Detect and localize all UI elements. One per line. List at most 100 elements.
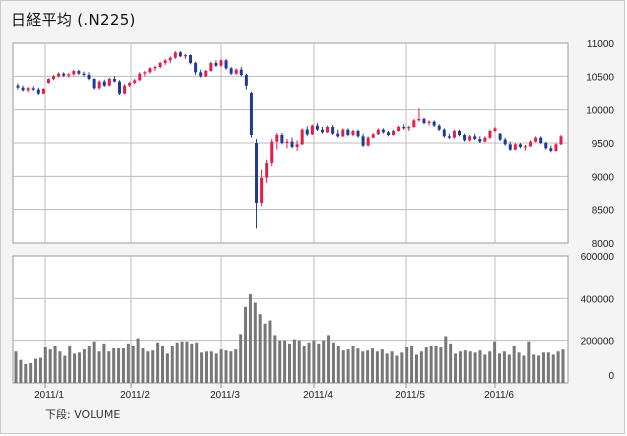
- candle: [275, 133, 279, 150]
- candle: [478, 136, 482, 143]
- candle-body: [128, 83, 132, 86]
- volume-bar: [434, 345, 438, 383]
- candle: [397, 125, 401, 132]
- volume-bar: [102, 343, 106, 383]
- volume-bar: [112, 348, 116, 383]
- candle: [87, 72, 91, 81]
- candle: [326, 125, 330, 133]
- candle-body: [529, 141, 533, 147]
- volume-bar: [410, 345, 414, 383]
- volume-bar: [419, 351, 423, 383]
- candle-body: [523, 146, 527, 148]
- price-y-tick-label: 10500: [586, 72, 614, 83]
- volume-bar: [180, 341, 184, 383]
- x-tick-label: 2011/2: [120, 390, 150, 401]
- volume-bar: [136, 338, 140, 383]
- candle: [178, 51, 182, 57]
- volume-bar: [273, 335, 277, 383]
- price-y-tick-label: 10000: [586, 106, 614, 117]
- candle-body: [280, 135, 284, 143]
- candle-body: [442, 129, 446, 137]
- volume-bar: [444, 336, 448, 383]
- candle-body: [72, 71, 76, 75]
- candle: [229, 67, 233, 75]
- candle-body: [300, 129, 304, 145]
- candle-body: [498, 133, 502, 140]
- candle: [194, 61, 198, 75]
- volume-bar: [146, 351, 150, 383]
- candle-body: [315, 125, 319, 130]
- candle-body: [310, 125, 314, 135]
- candle: [392, 129, 396, 136]
- candle: [62, 72, 66, 77]
- candle-body: [219, 60, 223, 66]
- volume-bar: [424, 347, 428, 383]
- volume-bar: [224, 350, 228, 383]
- candle-body: [173, 52, 177, 58]
- candle: [513, 143, 517, 151]
- candle: [82, 71, 86, 77]
- candle-body: [356, 131, 360, 137]
- candle-body: [437, 125, 441, 130]
- candle: [36, 87, 40, 95]
- volume-bar: [48, 349, 52, 383]
- candle: [320, 127, 324, 134]
- volume-bar: [537, 355, 541, 383]
- candle: [123, 84, 127, 95]
- candle: [295, 140, 299, 151]
- candle: [447, 133, 451, 139]
- candle-body: [26, 88, 30, 91]
- volume-bar: [239, 334, 243, 383]
- volume-bar: [380, 349, 384, 383]
- volume-bar: [234, 349, 238, 383]
- candle-body: [148, 68, 152, 73]
- chart-title: 日経平均 (.N225): [11, 11, 136, 29]
- volume-bar: [458, 351, 462, 383]
- candle-body: [326, 127, 330, 133]
- volume-bar: [58, 351, 62, 383]
- volume-bar: [449, 343, 453, 383]
- volume-bar: [258, 314, 262, 383]
- candle: [107, 77, 111, 87]
- candle: [437, 124, 441, 131]
- candle-body: [102, 81, 106, 86]
- candle: [300, 128, 304, 145]
- volume-bar: [390, 351, 394, 383]
- candle-body: [488, 131, 492, 138]
- volume-bar: [292, 339, 296, 383]
- volume-bars-group: [14, 294, 565, 383]
- candle: [153, 65, 157, 71]
- volume-bar: [253, 302, 257, 383]
- volume-bar: [400, 352, 404, 383]
- candle: [544, 141, 548, 150]
- candle: [158, 61, 162, 69]
- candle-body: [458, 131, 462, 135]
- candle-body: [224, 60, 228, 69]
- volume-bar: [366, 350, 370, 383]
- candle-body: [351, 131, 355, 135]
- candle: [539, 136, 543, 145]
- candle: [458, 129, 462, 137]
- volume-bar: [82, 349, 86, 383]
- candle: [199, 69, 203, 78]
- candle-body: [290, 141, 294, 147]
- candle-body: [163, 60, 167, 63]
- candle: [529, 140, 533, 147]
- candle: [41, 88, 45, 95]
- candle-body: [183, 55, 187, 57]
- candle: [133, 79, 137, 85]
- volume-bar: [175, 342, 179, 383]
- volume-bar: [126, 343, 130, 383]
- volume-y-tick-label: 400000: [581, 294, 615, 305]
- volume-bar: [53, 345, 57, 383]
- candle: [214, 60, 218, 67]
- volume-bar: [204, 351, 208, 383]
- candle-body: [402, 127, 406, 129]
- volume-bar: [556, 351, 560, 383]
- candle: [265, 159, 269, 183]
- volume-y-tick-label: 600000: [581, 252, 615, 263]
- candle-body: [209, 63, 213, 71]
- candle-body: [559, 136, 563, 145]
